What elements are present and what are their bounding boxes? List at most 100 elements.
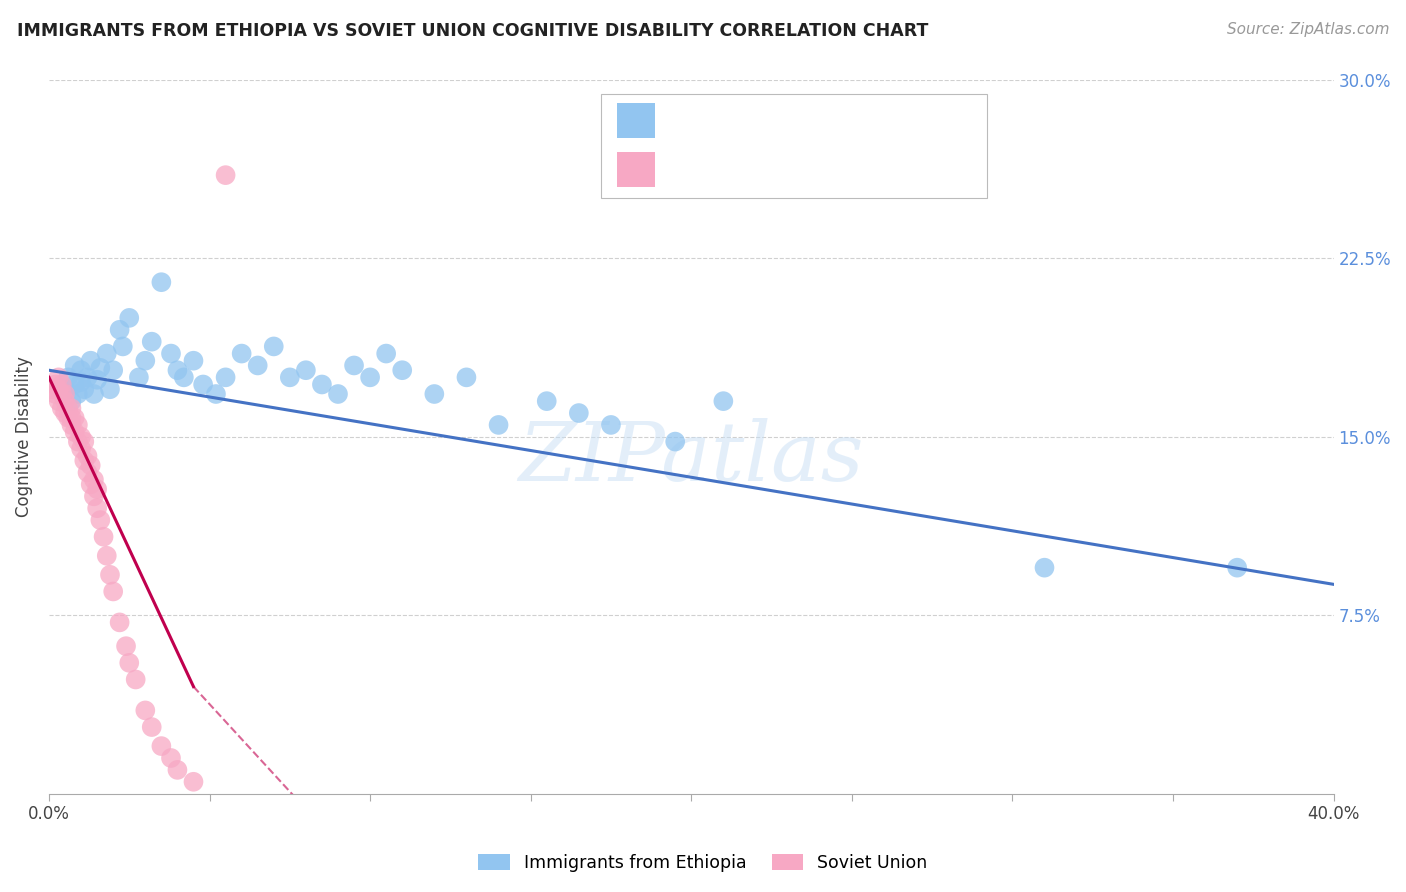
Point [150, 739, 173, 753]
Point [60, 417, 83, 432]
Point [456, 370, 478, 384]
Point [1033, 560, 1056, 574]
Point [53, 394, 76, 409]
Point [80, 353, 103, 368]
Point [488, 417, 510, 432]
Point [73, 453, 96, 467]
Text: Source: ZipAtlas.com: Source: ZipAtlas.com [1226, 22, 1389, 37]
Point [73, 434, 96, 449]
Point [141, 720, 163, 734]
Point [160, 346, 183, 360]
Point [86, 482, 108, 496]
Point [128, 370, 150, 384]
Point [150, 275, 173, 289]
Point [1226, 560, 1249, 574]
Point [664, 434, 686, 449]
Text: IMMIGRANTS FROM ETHIOPIA VS SOVIET UNION COGNITIVE DISABILITY CORRELATION CHART: IMMIGRANTS FROM ETHIOPIA VS SOVIET UNION… [17, 22, 928, 40]
Point [60, 401, 83, 416]
Point [98, 567, 121, 582]
Point [536, 394, 558, 409]
Point [263, 339, 285, 353]
Point [711, 394, 734, 409]
Point [66, 387, 89, 401]
Y-axis label: Cognitive Disability: Cognitive Disability [15, 357, 32, 517]
Point [53, 382, 76, 396]
Point [89, 360, 111, 375]
Point [76, 370, 98, 384]
Point [359, 370, 381, 384]
Point [134, 353, 156, 368]
Point [51, 387, 73, 401]
Point [98, 382, 121, 396]
Point [76, 466, 98, 480]
Point [63, 359, 86, 373]
Point [568, 406, 591, 420]
Point [134, 703, 156, 717]
Point [96, 346, 118, 360]
Point [80, 477, 103, 491]
Point [76, 449, 98, 463]
Point [141, 334, 163, 349]
Point [63, 425, 86, 439]
Point [246, 359, 269, 373]
Point [423, 387, 446, 401]
Point [83, 473, 105, 487]
Point [93, 530, 115, 544]
Point [48, 382, 70, 396]
Point [375, 346, 398, 360]
Point [48, 370, 70, 384]
Point [391, 363, 413, 377]
Point [205, 387, 228, 401]
Point [600, 417, 623, 432]
Point [191, 377, 214, 392]
Point [108, 323, 131, 337]
Point [111, 339, 134, 353]
Point [58, 410, 80, 425]
Point [73, 382, 96, 396]
Point [231, 346, 253, 360]
Point [53, 387, 76, 401]
Point [214, 168, 236, 182]
Point [80, 458, 103, 473]
Point [183, 353, 205, 368]
Point [103, 363, 125, 377]
Point [295, 363, 318, 377]
Point [53, 406, 76, 420]
Point [63, 377, 86, 392]
Point [66, 417, 89, 432]
Point [326, 387, 349, 401]
Point [173, 370, 195, 384]
Point [183, 774, 205, 789]
Point [96, 549, 118, 563]
Point [48, 394, 70, 409]
Text: ZIPatlas: ZIPatlas [519, 418, 865, 499]
Point [70, 442, 93, 456]
Point [70, 430, 93, 444]
Point [41, 382, 63, 396]
Point [311, 377, 333, 392]
Point [86, 373, 108, 387]
Point [166, 763, 188, 777]
Point [58, 401, 80, 416]
Point [83, 489, 105, 503]
Point [166, 363, 188, 377]
Point [118, 310, 141, 325]
Point [44, 377, 66, 392]
Point [278, 370, 301, 384]
Point [118, 656, 141, 670]
Point [160, 751, 183, 765]
Point [86, 501, 108, 516]
Point [63, 410, 86, 425]
Point [66, 434, 89, 449]
Point [89, 513, 111, 527]
Point [103, 584, 125, 599]
Point [214, 370, 236, 384]
Point [60, 394, 83, 409]
Point [70, 363, 93, 377]
Point [124, 673, 146, 687]
Point [51, 377, 73, 392]
Point [108, 615, 131, 630]
Point [70, 375, 93, 389]
Point [58, 370, 80, 384]
Legend: Immigrants from Ethiopia, Soviet Union: Immigrants from Ethiopia, Soviet Union [471, 847, 935, 879]
